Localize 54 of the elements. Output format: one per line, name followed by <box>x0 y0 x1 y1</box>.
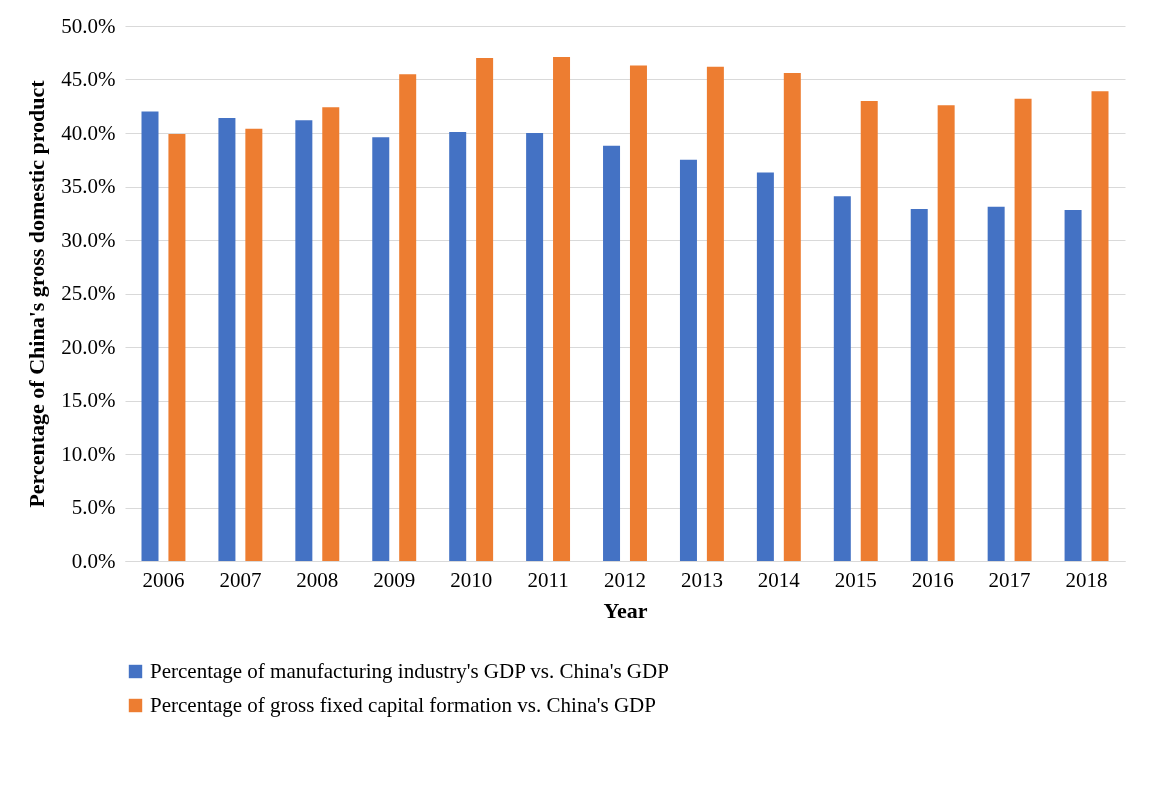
x-tick-label: 2012 <box>604 567 646 592</box>
legend-label: Percentage of manufacturing industry's GDP vs. China's GDP <box>150 658 669 683</box>
bar <box>783 73 801 561</box>
bar <box>372 137 390 561</box>
bar <box>449 131 467 561</box>
y-axis-title: Percentage of China's gross domestic product <box>24 79 50 508</box>
y-tick-label: 15.0% <box>61 388 116 412</box>
bar <box>526 133 544 561</box>
bar <box>1064 210 1082 561</box>
x-tick-label: 2013 <box>680 567 723 592</box>
bar <box>679 159 697 561</box>
bar <box>987 206 1005 561</box>
x-tick-label: 2007 <box>219 567 262 592</box>
bar <box>756 172 774 561</box>
x-tick-label: 2014 <box>757 567 801 592</box>
bar <box>553 57 571 561</box>
bar <box>706 66 724 561</box>
x-tick-label: 2009 <box>373 567 416 592</box>
bar <box>603 145 621 561</box>
y-tick-label: 0.0% <box>71 548 116 573</box>
x-tick-label: 2010 <box>450 567 493 592</box>
bar <box>141 111 159 561</box>
y-tick-label: 5.0% <box>71 495 116 519</box>
legend-label: Percentage of gross fixed capital formation vs. China's GDP <box>150 692 656 717</box>
x-tick-label: 2006 <box>142 567 185 592</box>
x-tick-label: 2016 <box>911 567 954 592</box>
x-tick-label: 2011 <box>527 567 569 592</box>
bar <box>168 134 186 561</box>
bar <box>322 107 340 561</box>
x-tick-label: 2017 <box>988 567 1031 592</box>
x-tick-label: 2015 <box>834 567 877 592</box>
bar <box>245 128 263 561</box>
bar <box>476 58 494 561</box>
bar <box>860 100 878 561</box>
bar <box>937 105 955 561</box>
bar <box>295 120 313 561</box>
bar <box>629 65 647 561</box>
y-tick-label: 45.0% <box>61 67 116 91</box>
y-tick-label: 35.0% <box>61 174 116 198</box>
y-tick-label: 30.0% <box>61 227 116 252</box>
bar <box>399 74 417 561</box>
x-tick-label: 2018 <box>1065 567 1108 592</box>
x-tick-label: 2008 <box>296 567 339 592</box>
bar <box>1091 91 1109 561</box>
y-tick-label: 10.0% <box>61 441 116 466</box>
bar <box>1014 98 1032 561</box>
y-tick-label: 40.0% <box>61 120 116 145</box>
bar <box>218 118 236 561</box>
bar <box>833 196 851 561</box>
bar <box>910 208 928 561</box>
x-axis-title: Year <box>603 597 648 623</box>
y-tick-label: 20.0% <box>61 334 116 359</box>
y-tick-label: 50.0% <box>61 13 116 38</box>
y-tick-label: 25.0% <box>61 281 116 305</box>
